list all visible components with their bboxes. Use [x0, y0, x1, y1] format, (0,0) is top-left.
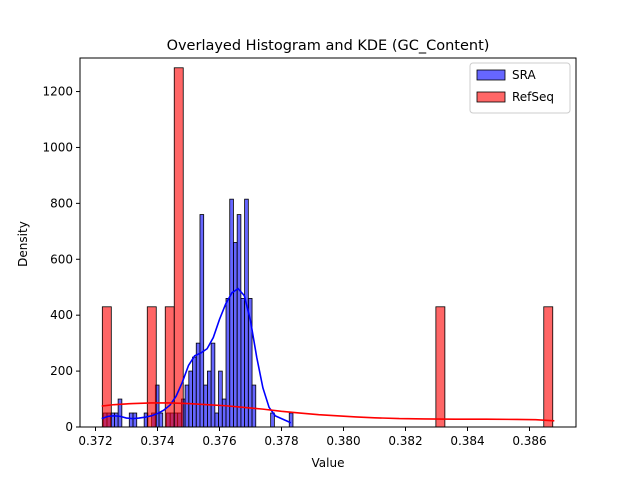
y-tick-label: 400: [50, 308, 73, 322]
axes-frame: [79, 57, 577, 428]
legend-label-refseq: RefSeq: [512, 90, 554, 104]
sra-bar-10: [158, 412, 164, 428]
y-axis-ticks: 0 200 400 600 800 1000 1200: [42, 85, 80, 434]
y-tick-label: 1000: [42, 140, 73, 154]
sra-bar-24: [214, 412, 219, 428]
legend: SRA RefSeq: [469, 62, 571, 114]
chart-title: Overlayed Histogram and KDE (GC_Content): [167, 38, 490, 54]
sra-bar-19: [195, 342, 201, 428]
sra-bar-20: [199, 214, 205, 428]
x-tick-label: 0.374: [140, 434, 174, 448]
x-tick-label: 0.382: [388, 434, 422, 448]
legend-swatch-refseq: [476, 91, 506, 103]
sra-bar-5: [128, 412, 134, 428]
sra-bar-32: [244, 198, 249, 428]
sra-bar-23: [210, 342, 216, 428]
sra-bar-22: [207, 370, 212, 428]
refseq-bar-2: [164, 306, 175, 428]
x-axis-ticks: 0.372 0.374 0.376 0.378 0.380 0.382 0.384 0.386: [78, 427, 547, 448]
refseq-bar-5: [543, 306, 554, 428]
legend-swatch-sra: [476, 69, 506, 81]
y-axis-label: Density: [16, 221, 30, 267]
x-tick-label: 0.384: [450, 434, 484, 448]
y-tick-label: 0: [65, 420, 73, 434]
x-axis-label: Value: [312, 456, 345, 470]
sra-bar-36: [288, 412, 294, 428]
sra-bar-17: [188, 370, 193, 428]
y-tick-label: 800: [50, 196, 73, 210]
kde-lines: [101, 287, 555, 424]
x-tick-label: 0.376: [202, 434, 236, 448]
sra-bar-25: [218, 370, 223, 428]
x-tick-label: 0.372: [78, 434, 112, 448]
x-tick-label: 0.380: [326, 434, 360, 448]
sra-bar-28: [229, 198, 234, 428]
legend-label-sra: SRA: [512, 68, 536, 82]
sra-bar-26: [221, 398, 227, 428]
refseq-bar-1: [146, 306, 157, 428]
x-tick-label: 0.386: [512, 434, 546, 448]
sra-bar-6: [132, 412, 138, 428]
sra-bar-29: [233, 242, 238, 428]
sra-bar-30: [236, 214, 242, 428]
refseq-bar-3: [173, 67, 184, 428]
x-tick-label: 0.378: [264, 434, 298, 448]
y-tick-label: 600: [50, 252, 73, 266]
refseq-bar-0: [101, 306, 112, 428]
sra-kde-line: [101, 287, 292, 424]
sra-bar-21: [203, 384, 208, 428]
y-tick-label: 1200: [42, 85, 73, 99]
sra-bar-34: [251, 384, 257, 428]
y-tick-label: 200: [50, 364, 73, 378]
sra-bar-27: [225, 298, 231, 428]
refseq-bar-4: [435, 306, 446, 428]
sra-bar-4: [117, 398, 123, 428]
sra-bar-16: [184, 384, 190, 428]
refseq-kde-line: [101, 402, 555, 422]
sra-bar-18: [192, 356, 197, 428]
